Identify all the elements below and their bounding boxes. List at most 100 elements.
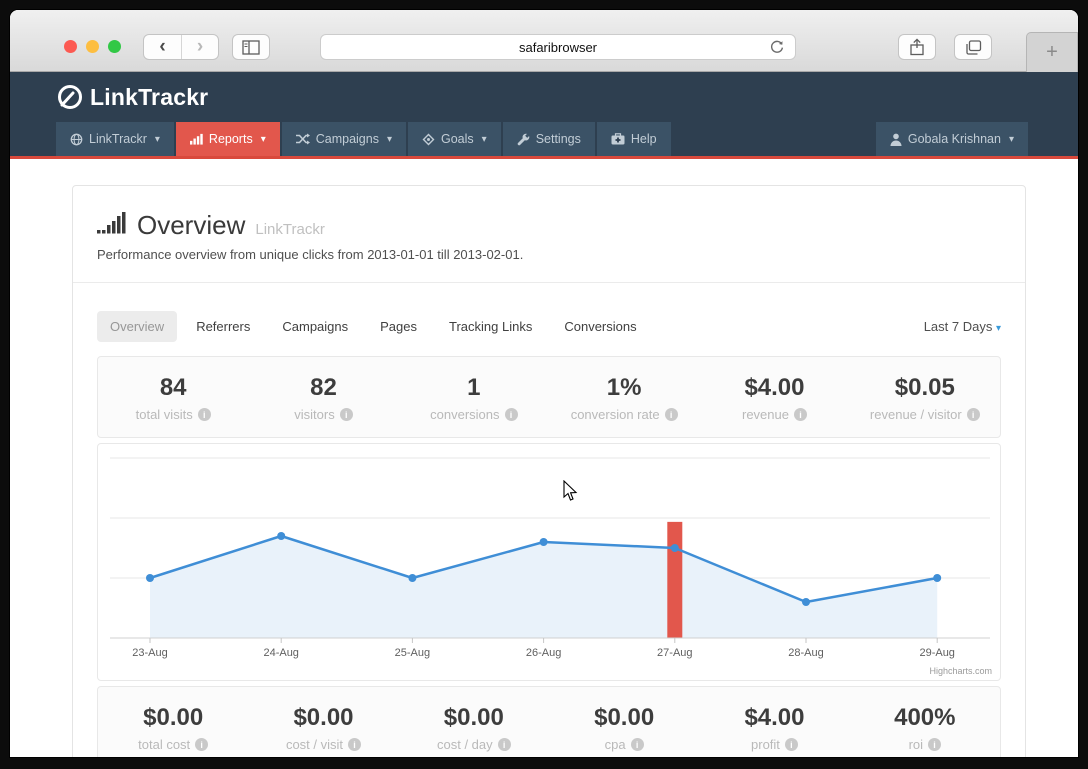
stat-label: total visits xyxy=(135,407,193,422)
svg-text:29-Aug: 29-Aug xyxy=(919,647,954,659)
stat-label: revenue / visitor xyxy=(869,407,962,422)
info-icon[interactable]: i xyxy=(664,408,678,421)
url-text: safaribrowser xyxy=(518,39,598,55)
zoom-window-button[interactable] xyxy=(108,40,121,53)
stat-total-cost: $0.00 total cost i xyxy=(98,704,248,752)
goal-diamond-icon xyxy=(422,133,435,145)
sidebar-icon xyxy=(242,39,260,55)
stats-panel-top: 84 total visits i 82 visitors i 1 conversi… xyxy=(97,356,1001,438)
nav-item-help[interactable]: Help xyxy=(596,122,671,156)
address-bar[interactable]: safaribrowser xyxy=(320,34,796,60)
nav-item-goals[interactable]: Goals ▾ xyxy=(408,122,501,156)
date-range-label: Last 7 Days xyxy=(923,319,993,334)
stat-label: revenue xyxy=(741,407,789,422)
wrench-icon xyxy=(517,133,529,145)
tab-referrers[interactable]: Referrers xyxy=(196,319,251,334)
minimize-window-button[interactable] xyxy=(86,40,99,53)
forward-button[interactable]: › xyxy=(181,35,218,59)
share-icon xyxy=(910,38,924,56)
stat-revenue-per-visitor: $0.05 revenue / visitor i xyxy=(850,374,1000,422)
stat-total-visits: 84 total visits i xyxy=(98,374,248,422)
stat-cpa: $0.00 cpa i xyxy=(549,704,699,752)
stat-value: $0.05 xyxy=(894,374,955,401)
new-tab-button[interactable]: + xyxy=(1026,32,1078,72)
back-button[interactable]: ‹ xyxy=(159,36,166,57)
svg-text:28-Aug: 28-Aug xyxy=(788,647,823,659)
info-icon[interactable]: i xyxy=(784,738,798,751)
stat-label: conversions xyxy=(430,407,500,422)
stat-value: $0.00 xyxy=(443,704,504,731)
tab-overview[interactable]: Overview xyxy=(97,311,178,342)
stat-label: visitors xyxy=(294,407,335,422)
tab-conversions[interactable]: Conversions xyxy=(564,319,637,334)
info-icon[interactable]: i xyxy=(348,738,362,751)
tab-pages[interactable]: Pages xyxy=(380,319,418,334)
stat-label: profit xyxy=(751,737,780,752)
nav-label: Reports xyxy=(208,132,253,146)
reload-button[interactable] xyxy=(769,39,785,58)
info-icon[interactable]: i xyxy=(630,738,644,751)
history-nav-buttons: ‹ › xyxy=(143,34,219,60)
main-navigation: LinkTrackr ▾ Reports ▾ Campaigns ▾ Goals… xyxy=(10,122,1078,159)
line-chart-svg: 23-Aug 24-Aug 25-Aug 26-Aug 27-Aug 28-Aug 29-A… xyxy=(110,457,990,659)
info-icon[interactable]: i xyxy=(195,738,209,751)
close-window-button[interactable] xyxy=(64,40,77,53)
nav-label: Goals xyxy=(441,132,474,146)
stat-roi: 400% roi i xyxy=(850,704,1000,752)
chevron-down-icon: ▾ xyxy=(386,133,392,145)
info-icon[interactable]: i xyxy=(504,408,518,421)
svg-text:23-Aug: 23-Aug xyxy=(132,647,167,659)
info-icon[interactable]: i xyxy=(928,738,942,751)
info-icon[interactable]: i xyxy=(793,408,807,421)
nav-item-campaigns[interactable]: Campaigns ▾ xyxy=(281,122,406,156)
nav-item-linktrackr[interactable]: LinkTrackr ▾ xyxy=(56,122,174,156)
visits-chart[interactable]: 23-Aug 24-Aug 25-Aug 26-Aug 27-Aug 28-Aug 29-A… xyxy=(97,443,1001,681)
stat-label: cost / day xyxy=(437,737,493,752)
page-content: Overview LinkTrackr Performance overview… xyxy=(10,162,1078,757)
info-icon[interactable]: i xyxy=(339,408,353,421)
stat-label: cost / visit xyxy=(285,737,344,752)
stat-revenue: $4.00 revenue i xyxy=(699,374,849,422)
chevron-down-icon: ▾ xyxy=(995,323,1001,334)
tab-tracking-links[interactable]: Tracking Links xyxy=(449,319,533,334)
tabs-overview-icon xyxy=(965,39,981,55)
svg-text:26-Aug: 26-Aug xyxy=(526,647,561,659)
show-all-tabs-button[interactable] xyxy=(954,34,992,60)
page-header: Overview LinkTrackr Performance overview… xyxy=(73,186,1025,283)
stat-cost-per-day: $0.00 cost / day i xyxy=(399,704,549,752)
sidebar-toggle-button[interactable] xyxy=(232,34,270,60)
tab-campaigns[interactable]: Campaigns xyxy=(282,319,349,334)
stat-value: 400% xyxy=(894,704,956,731)
linktrackr-logo[interactable]: LinkTrackr xyxy=(56,83,208,111)
stat-label: cpa xyxy=(604,737,626,752)
info-icon[interactable]: i xyxy=(966,408,980,421)
svg-text:27-Aug: 27-Aug xyxy=(657,647,692,659)
nav-item-reports[interactable]: Reports ▾ xyxy=(175,122,280,156)
logo-text: LinkTrackr xyxy=(90,83,209,110)
stat-conversions: 1 conversions i xyxy=(399,374,549,422)
stat-value: 1 xyxy=(467,374,481,401)
user-menu[interactable]: Gobala Krishnan ▾ xyxy=(875,122,1028,156)
page-subtitle: Performance overview from unique clicks … xyxy=(97,247,524,262)
linktrackr-logo-icon xyxy=(58,85,82,109)
medkit-icon xyxy=(611,133,625,145)
page-title-suffix: LinkTrackr xyxy=(255,221,325,238)
stat-label: conversion rate xyxy=(570,407,660,422)
stat-visitors: 82 visitors i xyxy=(248,374,398,422)
date-range-selector[interactable]: Last 7 Days ▾ xyxy=(924,319,1001,334)
stat-value: $0.00 xyxy=(594,704,655,731)
chart-credit[interactable]: Highcharts.com xyxy=(929,666,992,676)
mouse-cursor xyxy=(563,480,578,501)
nav-item-settings[interactable]: Settings xyxy=(502,122,595,156)
info-icon[interactable]: i xyxy=(497,738,511,751)
user-icon xyxy=(890,133,902,146)
share-button[interactable] xyxy=(898,34,936,60)
nav-label: Settings xyxy=(535,132,581,146)
traffic-lights xyxy=(64,40,121,53)
info-icon[interactable]: i xyxy=(197,408,211,421)
stat-value: $0.00 xyxy=(143,704,204,731)
chevron-down-icon: ▾ xyxy=(260,133,266,145)
stat-value: 1% xyxy=(606,374,642,401)
shuffle-icon xyxy=(295,133,310,145)
page-title: Overview xyxy=(137,210,246,240)
